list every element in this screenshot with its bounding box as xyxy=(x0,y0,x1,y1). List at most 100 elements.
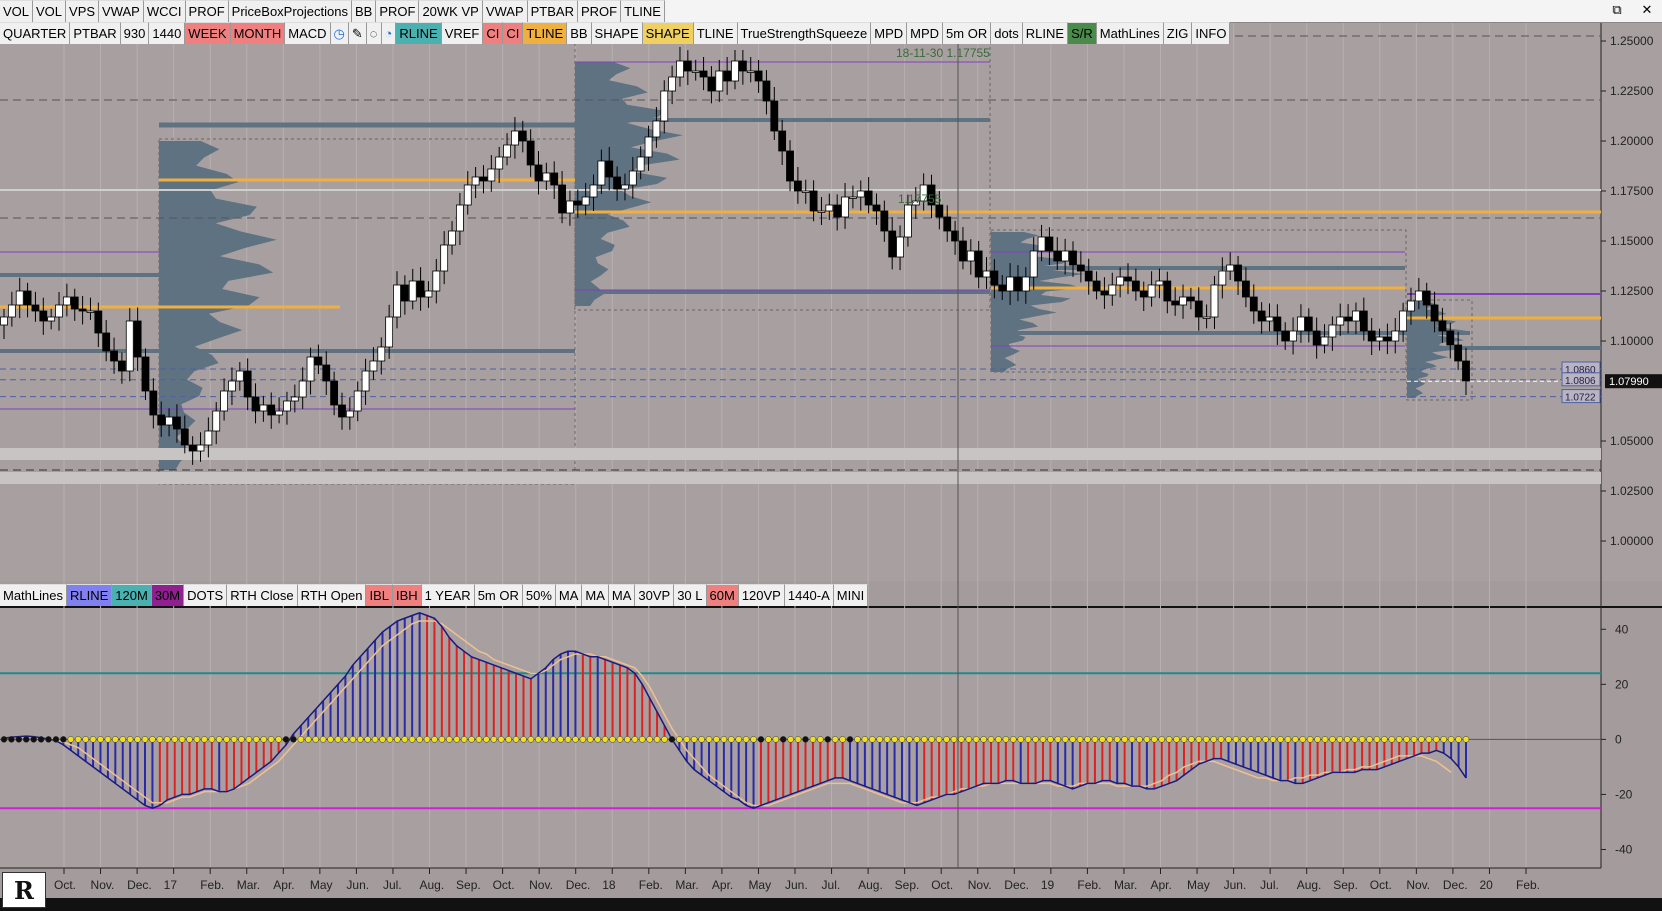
lower-rline-button[interactable]: RLINE xyxy=(66,584,113,606)
indicator--button[interactable]: ◌ xyxy=(366,22,382,44)
top-prof-button[interactable]: PROF xyxy=(577,0,622,22)
indicator-rline-button[interactable]: RLINE xyxy=(396,22,442,44)
lower-5m-or-button[interactable]: 5m OR xyxy=(474,584,523,606)
squeeze-dot xyxy=(282,736,290,743)
indicator-930-button[interactable]: 930 xyxy=(120,22,150,44)
time-tick-label: 18 xyxy=(602,878,616,892)
indicator--button[interactable]: ◔ xyxy=(381,22,397,44)
top-vol-button[interactable]: VOL xyxy=(0,0,34,22)
lower-ma-button[interactable]: MA xyxy=(555,584,583,606)
candle-body xyxy=(762,80,771,102)
top-vol-button[interactable]: VOL xyxy=(33,0,67,22)
indicator-week-button[interactable]: WEEK xyxy=(185,22,231,44)
time-tick-label: Mar. xyxy=(1114,878,1137,892)
indicator-ci-button[interactable]: CI xyxy=(483,22,504,44)
indicator-shape-button[interactable]: SHAPE xyxy=(591,22,643,44)
candle-body xyxy=(998,284,1007,292)
top-vwap-button[interactable]: VWAP xyxy=(482,0,528,22)
indicator-bb-button[interactable]: BB xyxy=(567,22,592,44)
lower-dots-button[interactable]: DOTS xyxy=(184,584,228,606)
lower-ma-button[interactable]: MA xyxy=(608,584,636,606)
lower-mini-button[interactable]: MINI xyxy=(833,584,869,606)
indicator-mpd-button[interactable]: MPD xyxy=(871,22,908,44)
price-tick-label: 1.05000 xyxy=(1610,434,1654,448)
top-vwap-button[interactable]: VWAP xyxy=(99,0,144,22)
top-bb-button[interactable]: BB xyxy=(351,0,377,22)
indicator-quarter-button[interactable]: QUARTER xyxy=(0,22,71,44)
squeeze-dot xyxy=(1388,736,1396,743)
top-prof-button[interactable]: PROF xyxy=(185,0,229,22)
candle-body xyxy=(188,444,197,452)
indicator-1440-button[interactable]: 1440 xyxy=(149,22,186,44)
lower-120vp-button[interactable]: 120VP xyxy=(738,584,785,606)
indicator-month-button[interactable]: MONTH xyxy=(230,22,286,44)
lower-30m-button[interactable]: 30M xyxy=(151,584,185,606)
indicator-shape-button[interactable]: SHAPE xyxy=(642,22,694,44)
lower-30vp-button[interactable]: 30VP xyxy=(635,584,675,606)
restore-button[interactable]: ⧉ xyxy=(1612,2,1622,17)
lower-ma-button[interactable]: MA xyxy=(582,584,609,606)
top-prof-button[interactable]: PROF xyxy=(376,0,420,22)
indicator-mpd-button[interactable]: MPD xyxy=(907,22,944,44)
indicator-info-button[interactable]: INFO xyxy=(1192,22,1231,44)
lower-50-button[interactable]: 50% xyxy=(522,584,556,606)
indicator--button[interactable]: ✎ xyxy=(348,22,367,44)
lower-rth-close-button[interactable]: RTH Close xyxy=(227,584,298,606)
squeeze-dot xyxy=(601,736,609,743)
current-price-label: 1.07990 xyxy=(1609,376,1649,388)
indicator-s-r-button[interactable]: S/R xyxy=(1068,22,1097,44)
top-priceboxprojections-button[interactable]: PriceBoxProjections xyxy=(228,0,352,22)
top-tline-button[interactable]: TLINE xyxy=(621,0,665,22)
top-ptbar-button[interactable]: PTBAR xyxy=(527,0,578,22)
squeeze-dot xyxy=(1277,736,1284,743)
chart-annotation-top: 18-11-30 1.17755 xyxy=(896,46,990,60)
squeeze-dot xyxy=(1136,736,1143,743)
squeeze-dot xyxy=(37,736,45,743)
lower-rth-open-button[interactable]: RTH Open xyxy=(297,584,367,606)
squeeze-dot xyxy=(1344,736,1351,743)
indicator-ci-button[interactable]: CI xyxy=(503,22,524,44)
indicator-truestrengthsqueeze-button[interactable]: TrueStrengthSqueeze xyxy=(737,22,872,44)
candle-body xyxy=(982,270,991,278)
indicator-zig-button[interactable]: ZIG xyxy=(1163,22,1193,44)
candle-body xyxy=(1186,296,1195,302)
top-wcci-button[interactable]: WCCI xyxy=(143,0,186,22)
lower-30-l-button[interactable]: 30 L xyxy=(674,584,707,606)
lower-mathlines-button[interactable]: MathLines xyxy=(0,584,67,606)
candle-body xyxy=(888,230,897,258)
candle-body xyxy=(118,360,126,372)
candle-body xyxy=(770,100,779,132)
time-tick-label: Apr. xyxy=(273,878,294,892)
lower-ibh-button[interactable]: IBH xyxy=(393,584,422,606)
candle-body xyxy=(935,204,944,218)
indicator-ptbar-button[interactable]: PTBAR xyxy=(70,22,121,44)
price-axis-bg xyxy=(1601,21,1662,581)
candle-body xyxy=(432,270,441,292)
indicator--button[interactable]: ◷ xyxy=(330,22,349,44)
close-button[interactable]: ✕ xyxy=(1641,2,1653,17)
indicator-mathlines-button[interactable]: MathLines xyxy=(1096,22,1164,44)
indicator-vref-button[interactable]: VREF xyxy=(441,22,484,44)
time-tick-label: Dec. xyxy=(566,878,591,892)
indicator-tline-button[interactable]: TLINE xyxy=(523,22,568,44)
indicator-tline-button[interactable]: TLINE xyxy=(693,22,738,44)
indicator-rline-button[interactable]: RLINE xyxy=(1022,22,1069,44)
squeeze-dot xyxy=(1225,736,1232,743)
indicator-macd-button[interactable]: MACD xyxy=(285,22,331,44)
squeeze-dot xyxy=(520,736,527,743)
lower-120m-button[interactable]: 120M xyxy=(112,584,152,606)
indicator-dots-button[interactable]: dots xyxy=(991,22,1023,44)
lower-1-year-button[interactable]: 1 YEAR xyxy=(421,584,475,606)
top-20wk-vp-button[interactable]: 20WK VP xyxy=(419,0,483,22)
lower-60m-button[interactable]: 60M xyxy=(706,584,739,606)
candle-body xyxy=(644,136,653,158)
squeeze-dot xyxy=(156,736,164,743)
candle-body xyxy=(440,244,449,272)
time-tick-label: 17 xyxy=(164,878,178,892)
indicator-5m-or-button[interactable]: 5m OR xyxy=(943,22,992,44)
candle-body xyxy=(228,380,236,392)
top-vps-button[interactable]: VPS xyxy=(66,0,100,22)
lower-1440-a-button[interactable]: 1440-A xyxy=(784,584,834,606)
lower-ibl-button[interactable]: IBL xyxy=(366,584,393,606)
